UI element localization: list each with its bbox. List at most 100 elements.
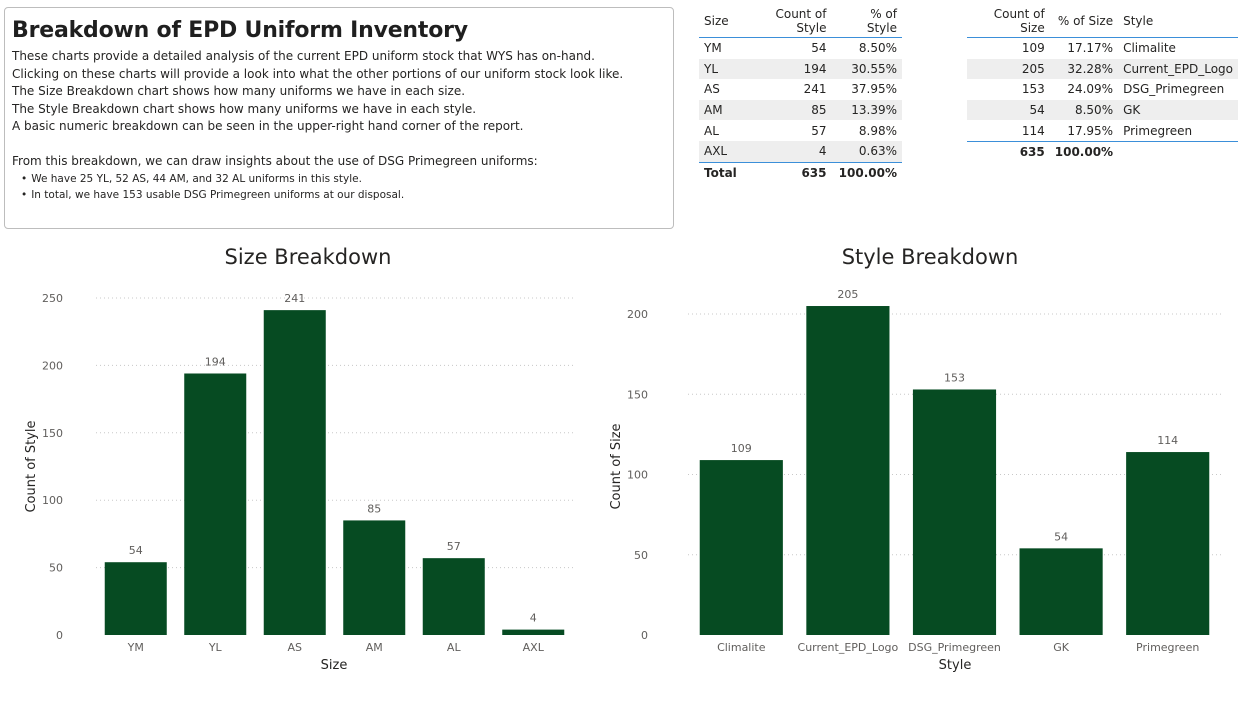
table-total-row: Total 635 100.00% <box>699 161 902 184</box>
description-line: The Style Breakdown chart shows how many… <box>12 101 477 116</box>
data-label: 241 <box>284 292 305 305</box>
table-cell: Primegreen <box>1123 123 1193 138</box>
table-cell: AM <box>699 99 742 121</box>
table-cell: 205 <box>967 58 1050 80</box>
table-row[interactable]: 54 8.50% GK <box>967 99 1238 121</box>
table-row[interactable]: AXL 4 0.63% <box>699 140 902 163</box>
data-label: 114 <box>1157 434 1178 447</box>
y-tick-label: 100 <box>627 469 648 482</box>
y-tick-label: 200 <box>42 359 63 372</box>
column-header-count-of-style[interactable]: Count of Style <box>741 5 832 38</box>
column-header-style[interactable]: Style <box>1118 5 1238 38</box>
y-tick-label: 150 <box>627 388 648 401</box>
table-cell: YM <box>704 41 722 56</box>
chart-title: Size Breakdown <box>225 245 392 269</box>
size-breakdown-chart[interactable]: Size Breakdown 0 50 100 150 200 250 54 YM 194 YL 24… <box>0 235 600 680</box>
table-cell: AL <box>704 123 719 138</box>
x-tick-label: AXL <box>523 641 545 654</box>
bar <box>912 389 997 635</box>
bar <box>806 306 890 635</box>
table-cell: 8.98% <box>858 123 897 138</box>
x-tick-label: AS <box>287 641 302 654</box>
table-cell: DSG_Primegreen <box>1123 82 1225 97</box>
description-textbox: Breakdown of EPD Uniform Inventory These… <box>4 7 674 229</box>
table-cell: 0.63% <box>831 140 902 163</box>
table-cell: 109 <box>1021 41 1045 56</box>
table-cell: 100.00% <box>831 161 902 184</box>
size-table[interactable]: Size Count of Style % of Style YM 54 8.50%… <box>699 5 902 184</box>
insight-list: We have 25 YL, 52 AS, 44 AM, and 32 AL u… <box>12 171 665 203</box>
style-table[interactable]: Count of Size % of Size Style 109 17.17% C… <box>967 5 1238 163</box>
description-line: Clicking on these charts will provide a … <box>12 66 624 81</box>
bar <box>1126 452 1210 635</box>
table-cell: 114 <box>1021 123 1045 138</box>
y-axis-label: Count of Style <box>24 420 39 512</box>
description-line: These charts provide a detailed analysis… <box>12 49 595 63</box>
table-row[interactable]: AS 241 37.95% <box>699 79 902 100</box>
column-header-pct-of-style[interactable]: % of Style <box>831 5 902 38</box>
bar <box>422 558 485 635</box>
data-label: 54 <box>1054 530 1068 543</box>
table-cell: Current_EPD_Logo <box>1118 58 1238 80</box>
table-row[interactable]: AM 85 13.39% <box>699 99 902 121</box>
table-cell: 85 <box>741 99 832 121</box>
bar <box>1019 548 1103 635</box>
description-line: A basic numeric breakdown can be seen in… <box>12 119 524 134</box>
data-label: 85 <box>367 502 381 515</box>
table-cell: 37.95% <box>851 82 897 97</box>
x-tick-label: Current_EPD_Logo <box>798 641 899 654</box>
bar <box>343 520 406 635</box>
table-row[interactable]: YM 54 8.50% <box>699 38 902 59</box>
table-cell: 100.00% <box>1049 140 1119 163</box>
insight-bullet: In total, we have 153 usable DSG Primegr… <box>21 187 665 203</box>
table-cell: AS <box>704 82 720 97</box>
y-tick-label: 0 <box>641 629 648 642</box>
insight-intro: From this breakdown, we can draw insight… <box>12 153 538 168</box>
y-tick-label: 250 <box>42 292 63 305</box>
data-label: 4 <box>530 612 537 625</box>
table-cell: 24.09% <box>1067 82 1114 97</box>
table-cell: 30.55% <box>831 58 902 80</box>
report-title: Breakdown of EPD Uniform Inventory <box>12 18 468 43</box>
data-label: 153 <box>944 371 965 384</box>
style-breakdown-chart[interactable]: Style Breakdown 0 50 100 150 200 109 Climalite 2… <box>600 235 1256 680</box>
y-tick-label: 50 <box>634 549 648 562</box>
y-tick-label: 50 <box>49 562 63 575</box>
table-cell: 17.17% <box>1067 41 1114 56</box>
table-row[interactable]: 114 17.95% Primegreen <box>967 120 1238 141</box>
table-row[interactable]: 153 24.09% DSG_Primegreen <box>967 79 1238 100</box>
table-cell: 13.39% <box>831 99 902 121</box>
table-cell: YL <box>699 58 742 80</box>
x-tick-label: YL <box>208 641 223 654</box>
table-cell: 32.28% <box>1049 58 1119 80</box>
table-cell: GK <box>1118 99 1238 121</box>
table-cell: AXL <box>699 140 742 163</box>
y-tick-label: 200 <box>627 308 648 321</box>
table-cell: 57 <box>811 123 827 138</box>
x-tick-label: Climalite <box>717 641 766 654</box>
x-axis-label: Size <box>321 658 348 673</box>
x-tick-label: GK <box>1053 641 1070 654</box>
data-label: 54 <box>129 544 143 557</box>
x-axis-label: Style <box>939 658 972 673</box>
column-header-pct-of-size[interactable]: % of Size <box>1049 5 1119 38</box>
chart-title: Style Breakdown <box>842 245 1019 269</box>
table-row[interactable]: 109 17.17% Climalite <box>967 38 1238 59</box>
x-tick-label: Primegreen <box>1136 641 1199 654</box>
table-cell: Climalite <box>1123 41 1176 56</box>
column-header-size[interactable]: Size <box>699 5 742 38</box>
table-cell: 54 <box>967 99 1050 121</box>
table-row[interactable]: AL 57 8.98% <box>699 120 902 141</box>
table-row[interactable]: 205 32.28% Current_EPD_Logo <box>967 58 1238 80</box>
table-row[interactable]: YL 194 30.55% <box>699 58 902 80</box>
table-cell: 194 <box>741 58 832 80</box>
table-cell: 241 <box>803 82 827 97</box>
table-cell: 153 <box>1021 82 1045 97</box>
column-header-count-of-size[interactable]: Count of Size <box>967 5 1050 38</box>
bar <box>502 629 565 635</box>
y-tick-label: 100 <box>42 494 63 507</box>
description-line: The Size Breakdown chart shows how many … <box>12 84 466 99</box>
table-cell: 635 <box>967 140 1050 163</box>
data-label: 194 <box>205 355 226 368</box>
table-cell: 8.50% <box>1049 99 1119 121</box>
